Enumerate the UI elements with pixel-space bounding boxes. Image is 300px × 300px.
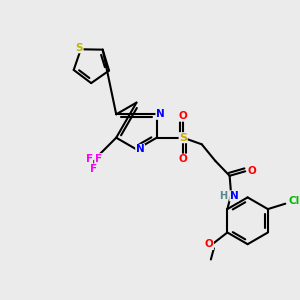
Text: S: S bbox=[179, 133, 187, 143]
Text: O: O bbox=[179, 154, 188, 164]
Text: S: S bbox=[76, 43, 83, 53]
Text: O: O bbox=[179, 111, 188, 121]
Text: N: N bbox=[136, 144, 145, 154]
Text: O: O bbox=[205, 239, 213, 250]
Text: Cl: Cl bbox=[288, 196, 299, 206]
Text: F: F bbox=[90, 164, 97, 174]
Text: H: H bbox=[219, 191, 227, 201]
Text: N: N bbox=[156, 109, 165, 119]
Text: F: F bbox=[86, 154, 93, 164]
Text: F: F bbox=[95, 154, 102, 164]
Text: N: N bbox=[230, 191, 239, 201]
Text: O: O bbox=[248, 166, 256, 176]
